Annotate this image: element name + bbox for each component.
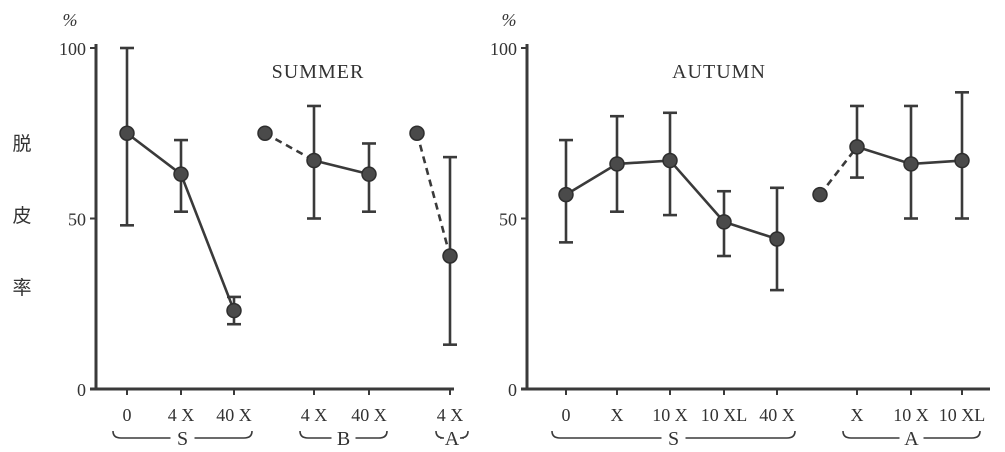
chart-title: AUTUMN: [672, 61, 766, 83]
group-label: A: [445, 428, 460, 450]
y-tick-label: 0: [77, 380, 86, 400]
group-bracket: [435, 430, 469, 439]
series-line: [565, 159, 778, 241]
control-dashed-line: [264, 132, 315, 162]
group-bracket: [112, 430, 253, 439]
x-tick-label: 10 X: [893, 405, 929, 425]
data-point-marker: [119, 125, 135, 141]
x-tick-label: 0: [562, 405, 571, 425]
x-tick-label: 10 XL: [701, 405, 748, 425]
x-tick-label: X: [611, 405, 624, 425]
control-point-marker: [812, 186, 828, 203]
group-label: S: [668, 428, 679, 450]
y-axis-label: 脱皮率: [12, 133, 31, 299]
series-line: [313, 159, 370, 176]
group-label: A: [904, 428, 919, 450]
x-tick-label: 40 X: [759, 405, 795, 425]
y-tick-label: 50: [499, 210, 517, 230]
data-point-marker: [173, 166, 189, 182]
y-tick-label: 100: [59, 39, 86, 59]
group-label: B: [337, 428, 350, 450]
group-bracket: [299, 430, 388, 439]
x-tick-label: 40 X: [351, 405, 387, 425]
control-dashed-line: [818, 146, 859, 196]
data-point-marker: [226, 302, 242, 319]
data-point-marker: [849, 139, 865, 155]
x-tick-label: 4 X: [437, 405, 464, 425]
y-tick-label: 50: [68, 210, 86, 230]
data-point-marker: [662, 152, 678, 169]
control-point-marker: [257, 125, 273, 141]
x-tick-label: 0: [123, 405, 132, 425]
x-tick-label: X: [851, 405, 864, 425]
x-tick-label: 4 X: [168, 405, 195, 425]
group-bracket: [551, 430, 796, 439]
x-tick-label: 40 X: [216, 405, 252, 425]
data-point-marker: [306, 152, 322, 169]
x-tick-label: 10 X: [652, 405, 688, 425]
data-point-marker: [442, 248, 458, 264]
x-tick-label: 10 XL: [939, 405, 986, 425]
control-point-marker: [409, 125, 425, 141]
data-point-marker: [609, 156, 625, 172]
data-point-marker: [903, 156, 919, 172]
data-point-marker: [558, 186, 574, 203]
group-bracket: [842, 430, 981, 439]
chart-title: SUMMER: [272, 61, 365, 83]
y-tick-label: 100: [490, 39, 517, 59]
control-dashed-line: [415, 132, 452, 257]
group-label: S: [177, 428, 188, 450]
y-unit-label: %: [502, 10, 517, 30]
x-tick-label: 4 X: [301, 405, 328, 425]
y-tick-label: 0: [508, 380, 517, 400]
data-point-marker: [769, 231, 785, 247]
y-unit-label: %: [63, 10, 78, 30]
data-point-marker: [716, 214, 732, 230]
data-point-marker: [361, 166, 377, 182]
data-point-marker: [954, 152, 970, 169]
